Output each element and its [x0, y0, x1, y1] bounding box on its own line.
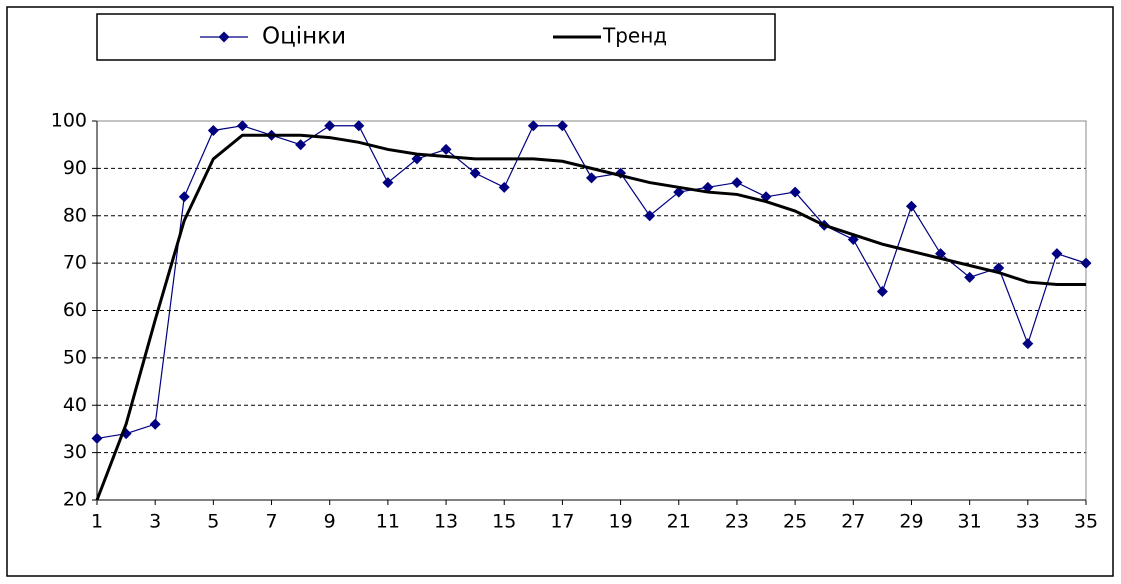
x-tick-label: 27: [841, 511, 865, 533]
legend-marker: [218, 31, 230, 43]
y-tick-label: 40: [63, 394, 87, 416]
legend-label: Тренд: [602, 24, 667, 48]
point: [527, 120, 539, 132]
y-tick-label: 80: [63, 204, 87, 226]
y-tick-label: 50: [63, 346, 87, 368]
x-tick-label: 33: [1016, 511, 1040, 533]
point: [731, 177, 743, 189]
x-tick-label: 23: [725, 511, 749, 533]
legend-label: Оцінки: [262, 24, 346, 50]
point: [411, 153, 423, 165]
x-tick-label: 35: [1074, 511, 1098, 533]
x-tick-label: 15: [492, 511, 516, 533]
point: [207, 124, 219, 136]
x-tick-label: 21: [667, 511, 691, 533]
x-tick-label: 9: [324, 511, 336, 533]
point: [149, 418, 161, 430]
x-tick-label: 25: [783, 511, 807, 533]
point: [644, 210, 656, 222]
point: [498, 181, 510, 193]
point: [905, 200, 917, 212]
point: [91, 432, 103, 444]
point: [324, 120, 336, 132]
point: [1051, 248, 1063, 260]
y-tick-label: 30: [63, 441, 87, 463]
point: [702, 181, 714, 193]
x-tick-label: 31: [958, 511, 982, 533]
point: [556, 120, 568, 132]
point: [440, 143, 452, 155]
y-tick-label: 90: [63, 157, 87, 179]
point: [586, 172, 597, 184]
point: [964, 271, 976, 283]
legend-box: [96, 13, 776, 61]
x-tick-label: 7: [265, 511, 277, 533]
x-tick-label: 3: [149, 511, 161, 533]
y-tick-label: 70: [63, 252, 87, 274]
point: [353, 120, 365, 132]
point: [295, 139, 307, 151]
x-tick-label: 5: [207, 511, 219, 533]
x-tick-label: 19: [608, 511, 632, 533]
point: [178, 191, 190, 203]
chart-frame: [6, 6, 1114, 577]
x-tick-label: 29: [899, 511, 923, 533]
x-tick-label: 1: [91, 511, 103, 533]
point: [1080, 257, 1092, 269]
point: [382, 177, 394, 189]
x-tick-label: 17: [550, 511, 574, 533]
point: [876, 286, 888, 298]
y-tick-label: 100: [51, 110, 87, 132]
x-tick-label: 13: [434, 511, 458, 533]
point: [236, 120, 248, 132]
series-line: [95, 133, 1086, 501]
y-tick-label: 60: [63, 299, 87, 321]
point: [469, 167, 481, 179]
point: [1022, 338, 1034, 350]
point: [673, 186, 685, 198]
y-tick-label: 20: [63, 489, 87, 511]
x-tick-label: 11: [376, 511, 400, 533]
point: [789, 186, 801, 198]
